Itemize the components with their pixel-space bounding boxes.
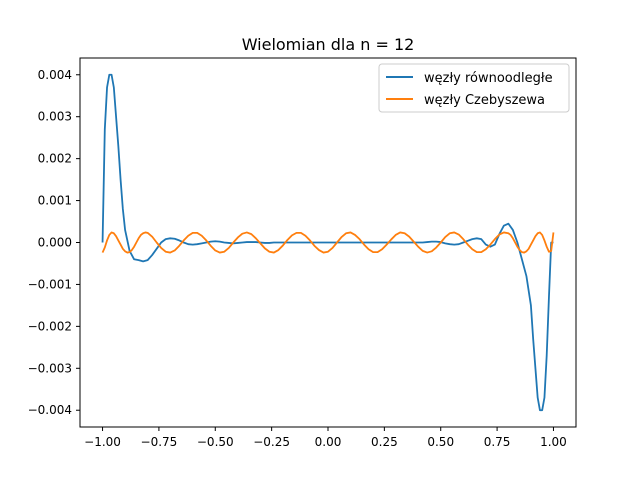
x-axis: −1.00 −0.75 −0.50 −0.25 0.00 0.25 0.50 0.75 1.00 bbox=[84, 427, 567, 449]
y-axis: −0.004 −0.003 −0.002 −0.001 0.000 0.001 0.002 0… bbox=[28, 68, 80, 417]
legend: węzły równoodległe węzły Czebyszewa bbox=[378, 63, 570, 113]
series-line-czebyszewa bbox=[101, 231, 555, 254]
legend-label-rownoodlegle: węzły równoodległe bbox=[424, 71, 553, 86]
series-layer bbox=[101, 73, 555, 412]
y-tick-label: 0.003 bbox=[38, 110, 72, 124]
x-tick-label: 1.00 bbox=[540, 435, 567, 449]
legend-label-czebyszewa: węzły Czebyszewa bbox=[424, 93, 545, 108]
legend-box bbox=[378, 63, 570, 113]
x-tick-label: 0.25 bbox=[371, 435, 398, 449]
y-tick-label: 0.002 bbox=[38, 152, 72, 166]
x-tick-label: 0.75 bbox=[484, 435, 511, 449]
chart-title: Wielomian dla n = 12 bbox=[242, 35, 415, 54]
x-tick-label: −1.00 bbox=[84, 435, 121, 449]
y-tick-label: 0.004 bbox=[38, 68, 72, 82]
x-tick-label: −0.75 bbox=[141, 435, 178, 449]
x-tick-label: 0.50 bbox=[427, 435, 454, 449]
y-tick-label: −0.004 bbox=[28, 403, 72, 417]
y-tick-label: 0.000 bbox=[38, 236, 72, 250]
x-tick-label: −0.50 bbox=[197, 435, 234, 449]
y-tick-label: −0.003 bbox=[28, 361, 72, 375]
y-tick-label: 0.001 bbox=[38, 194, 72, 208]
x-tick-label: 0.00 bbox=[315, 435, 342, 449]
y-tick-label: −0.002 bbox=[28, 319, 72, 333]
series-line-rownoodlegle bbox=[101, 73, 554, 412]
y-tick-label: −0.001 bbox=[28, 277, 72, 291]
x-tick-label: −0.25 bbox=[253, 435, 290, 449]
